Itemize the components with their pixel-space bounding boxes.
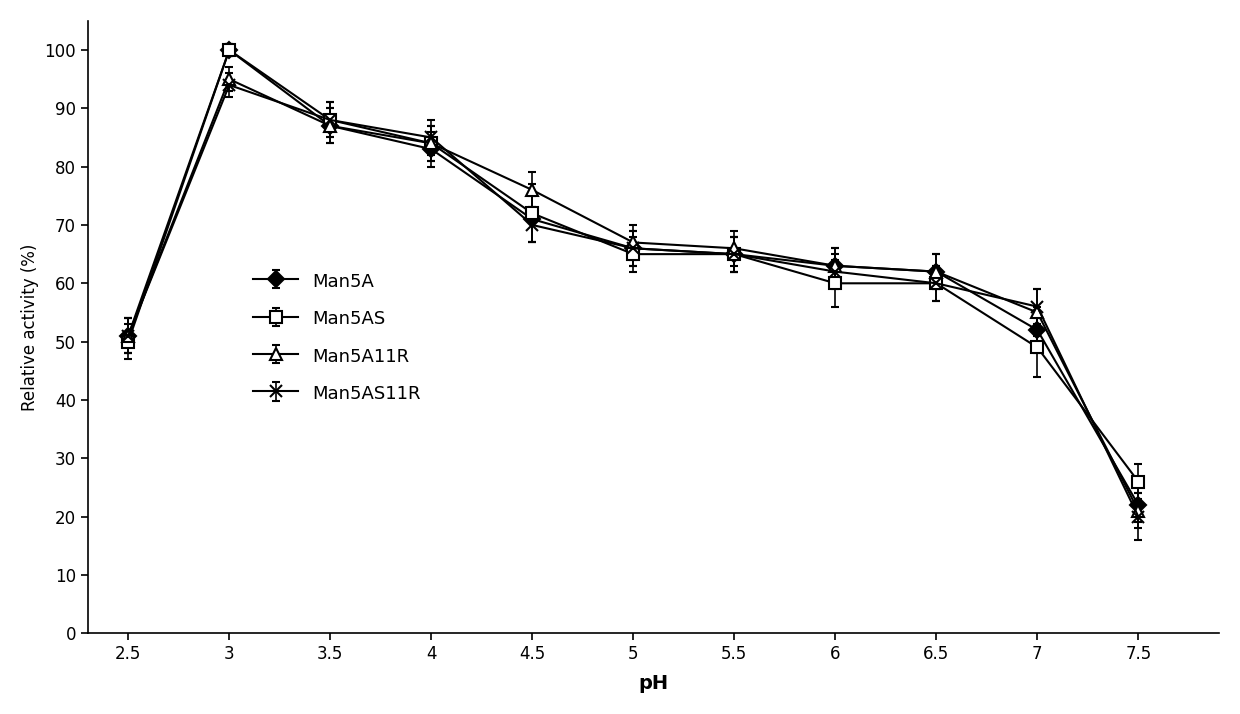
X-axis label: pH: pH <box>639 674 668 693</box>
Y-axis label: Relative activity (%): Relative activity (%) <box>21 243 38 411</box>
Legend: Man5A, Man5AS, Man5A11R, Man5AS11R: Man5A, Man5AS, Man5A11R, Man5AS11R <box>244 263 430 412</box>
